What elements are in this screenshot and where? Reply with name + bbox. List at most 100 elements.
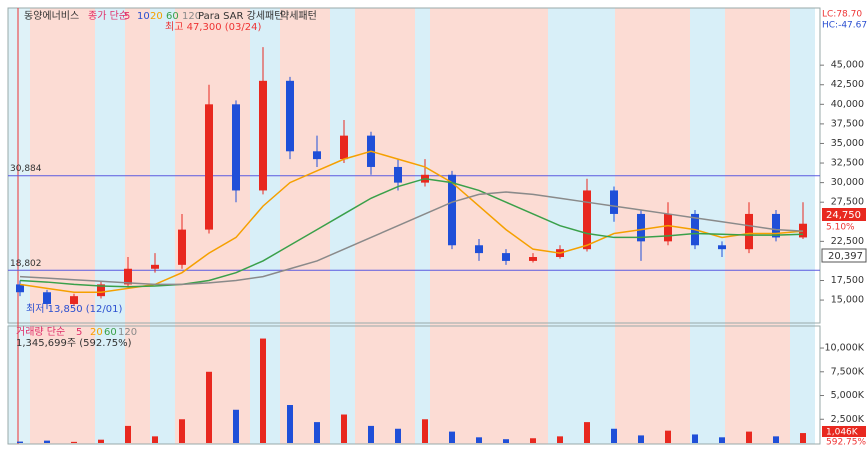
band [8, 8, 30, 444]
ma-period: 120 [182, 11, 201, 22]
price-pane [7, 7, 821, 324]
band [615, 8, 690, 444]
volume-bar [287, 405, 293, 443]
volume-legend: 거래량 단순 [16, 326, 65, 338]
y-tick-label: 37,500 [831, 118, 864, 129]
ma-legend: 종가 단순 [88, 10, 128, 22]
y-tick-label: 30,000 [831, 177, 864, 188]
sar-down: 약세패턴 [280, 10, 317, 22]
ma-period: 60 [166, 11, 179, 22]
y-tick-label: 42,500 [831, 79, 864, 90]
y-tick-label: 35,000 [831, 138, 864, 149]
y-tick-label: 32,500 [831, 158, 864, 169]
band [280, 8, 330, 444]
candle-body [637, 213, 645, 242]
ref-price-box [821, 248, 867, 263]
volume-bar [17, 441, 23, 443]
volume-bar [746, 431, 752, 443]
volume-bar [314, 422, 320, 443]
candle-body [502, 253, 510, 261]
candle-body [610, 190, 618, 214]
h-line-label: 30,884 [10, 164, 42, 174]
volume-bar [692, 434, 698, 443]
band [415, 8, 430, 444]
band [330, 8, 355, 444]
current-price-box [822, 208, 866, 221]
volume-bar [503, 439, 509, 443]
band [125, 8, 150, 444]
candle-body [475, 245, 483, 254]
hc-label: HC:-47.67 [822, 21, 867, 31]
volume-bar [476, 437, 482, 443]
change: 5.10% [826, 223, 855, 233]
low-annotation: 최저 13,850 (12/01) [26, 303, 122, 315]
volume-bar [395, 428, 401, 443]
ma-period: 10 [137, 11, 150, 22]
volume-current: 1,046K [826, 428, 859, 438]
y-tick-label: 40,000 [831, 99, 864, 110]
volume-ma-periods: 5 20 60 120 [76, 327, 137, 338]
volume-bar [368, 425, 374, 443]
band [150, 8, 175, 444]
high-annotation: 최고 47,300 (03/24) [165, 21, 261, 33]
volume-bar [449, 431, 455, 443]
volume-pane [7, 325, 821, 445]
ma-line [19, 191, 804, 286]
ref-price: 20,397 [828, 251, 863, 262]
y-tick-label: 22,500 [831, 236, 864, 247]
volume-bar [152, 436, 158, 443]
volume-bar [125, 425, 131, 443]
volume-bar [638, 435, 644, 443]
band [548, 8, 615, 444]
volume-bar [422, 419, 428, 443]
h-line-label: 18,802 [10, 259, 42, 269]
candle-body [232, 104, 240, 191]
y-tick-label: 27,500 [831, 197, 864, 208]
candle-body [124, 268, 132, 285]
sar-bands [8, 8, 815, 444]
volume-ma-period: 60 [104, 327, 117, 338]
band [725, 8, 790, 444]
y-tick-label: 15,000 [831, 295, 864, 306]
y-tick-label: 7,500K [831, 366, 865, 377]
band [430, 8, 548, 444]
y-tick-label: 45,000 [831, 60, 864, 71]
ma-periods: 5 10 20 60 120 [124, 11, 201, 22]
band [355, 8, 415, 444]
candle-body [394, 166, 402, 183]
candle-body [70, 296, 78, 304]
ma-period: 5 [124, 11, 130, 22]
volume-bar [773, 436, 779, 443]
candle-body [772, 213, 780, 238]
volume-bar [719, 437, 725, 443]
volume-bar [341, 414, 347, 443]
ma-line [19, 177, 804, 288]
y-tick-label: 10,000K [825, 343, 865, 354]
volume-bar [179, 419, 185, 443]
band [30, 8, 95, 444]
candle-body [286, 80, 294, 152]
y-tick-label: 2,500K [831, 414, 865, 425]
candle-body [745, 213, 753, 250]
volume-summary: 1,345,699주 (592.75%) [16, 338, 132, 349]
candle-body [313, 151, 321, 160]
volume-bar [530, 438, 536, 443]
volume-ma-period: 5 [76, 327, 82, 338]
candle-body [340, 135, 348, 160]
current-price: 24,750 [826, 210, 861, 221]
candle-body [718, 245, 726, 250]
candle-body [205, 104, 213, 230]
lc-label: LC:78.70 [822, 10, 862, 20]
candle-body [259, 80, 267, 191]
candle-body [43, 292, 51, 304]
candle-body [448, 174, 456, 246]
volume-bar [611, 428, 617, 443]
y-tick-label: 5,000K [831, 390, 865, 401]
ma-period: 20 [150, 11, 163, 22]
candle-body [178, 229, 186, 265]
candle-body [529, 257, 537, 261]
volume-box [822, 426, 866, 437]
volume-bar [260, 338, 266, 443]
volume-bar [557, 436, 563, 443]
